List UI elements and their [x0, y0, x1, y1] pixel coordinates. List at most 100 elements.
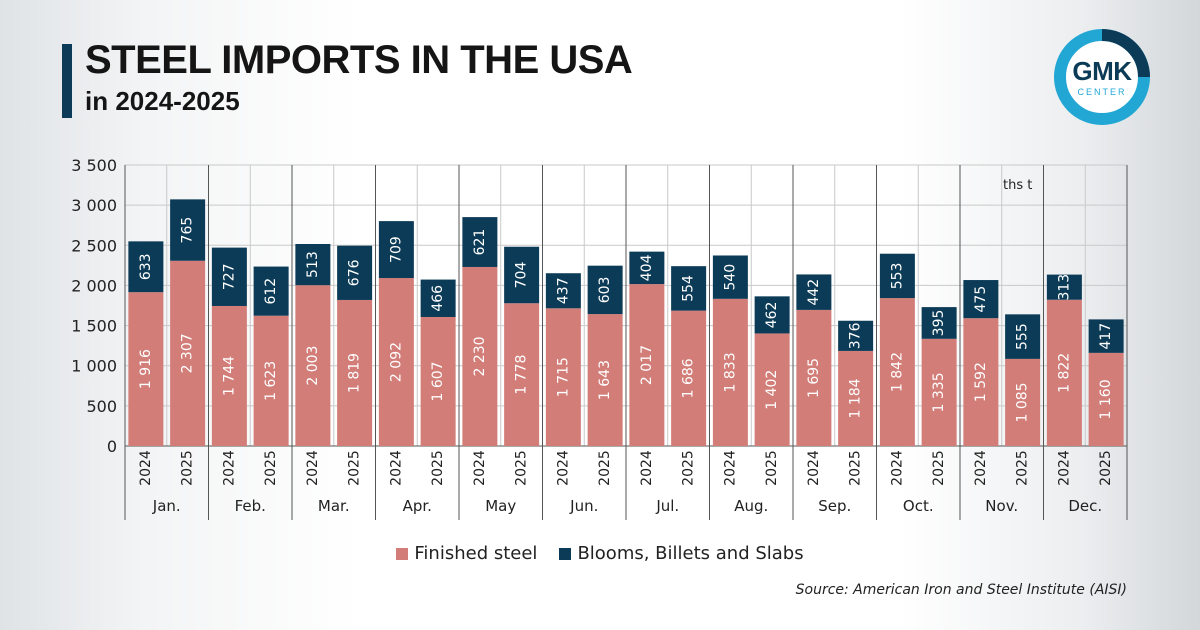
data-label-blooms: 437: [555, 277, 571, 304]
data-label-finished: 2 230: [472, 336, 488, 376]
x-tick-label-year: 2025: [764, 450, 780, 486]
bar-finished-steel: [671, 310, 707, 446]
x-group-label-month: Jul.: [655, 497, 679, 515]
x-tick-label-year: 2024: [388, 450, 404, 486]
data-label-finished: 1 686: [681, 358, 697, 398]
x-tick-label-year: 2024: [555, 450, 571, 486]
legend-item-finished: Finished steel: [396, 543, 537, 564]
bar-blooms-billets-slabs: [963, 280, 999, 319]
bar-blooms-billets-slabs: [1046, 274, 1082, 300]
bar-finished-steel: [504, 303, 540, 446]
bar-blooms-billets-slabs: [211, 247, 247, 306]
bar-finished-steel: [587, 314, 623, 446]
x-tick-label-year: 2025: [263, 450, 279, 486]
data-label-blooms: 554: [681, 275, 697, 302]
x-tick-label-year: 2024: [722, 450, 738, 486]
x-tick-label-year: 2024: [138, 450, 154, 486]
x-tick-label-year: 2024: [1056, 450, 1072, 486]
data-label-finished: 1 402: [764, 370, 780, 410]
data-label-finished: 1 623: [263, 361, 279, 401]
bar-finished-steel: [170, 260, 206, 446]
data-label-finished: 1 184: [848, 378, 864, 418]
title-accent-bar: [62, 44, 72, 118]
bar-blooms-billets-slabs: [671, 266, 707, 311]
data-label-finished: 1 833: [722, 352, 738, 392]
x-group-label-month: Mar.: [318, 497, 350, 515]
data-label-finished: 2 307: [180, 333, 196, 373]
source-note: Source: American Iron and Steel Institut…: [795, 582, 1127, 598]
data-label-finished: 1 695: [806, 358, 822, 398]
data-label-blooms: 475: [973, 286, 989, 313]
data-label-finished: 1 822: [1056, 353, 1072, 393]
bar-finished-steel: [462, 266, 498, 446]
bar-blooms-billets-slabs: [754, 296, 790, 334]
data-label-finished: 1 643: [597, 360, 613, 400]
x-group-label-month: Feb.: [235, 497, 266, 515]
chart-legend: Finished steel Blooms, Billets and Slabs: [0, 543, 1200, 564]
logo-subtext: CENTER: [1077, 87, 1127, 97]
y-tick-label: 3 000: [71, 196, 117, 215]
data-label-blooms: 603: [597, 277, 613, 304]
x-tick-label-year: 2024: [472, 450, 488, 486]
bar-blooms-billets-slabs: [295, 244, 331, 286]
bar-finished-steel: [211, 305, 247, 446]
bar-blooms-billets-slabs: [629, 251, 665, 285]
data-label-finished: 1 335: [931, 372, 947, 412]
data-label-blooms: 442: [806, 279, 822, 306]
bar-finished-steel: [921, 338, 957, 446]
data-label-blooms: 727: [221, 263, 237, 290]
x-tick-label-year: 2025: [931, 450, 947, 486]
data-label-blooms: 676: [347, 259, 363, 286]
bar-blooms-billets-slabs: [1005, 314, 1041, 359]
bar-finished-steel: [253, 315, 289, 446]
y-tick-label: 2 500: [71, 236, 117, 255]
bar-finished-steel: [754, 333, 790, 446]
bar-finished-steel: [838, 350, 874, 446]
bar-finished-steel: [963, 318, 999, 446]
logo-ring-icon: [1054, 29, 1150, 125]
legend-item-blooms: Blooms, Billets and Slabs: [559, 543, 804, 564]
x-tick-label-year: 2024: [639, 450, 655, 486]
x-tick-label-year: 2024: [889, 450, 905, 486]
x-tick-label-year: 2024: [221, 450, 237, 486]
bar-blooms-billets-slabs: [1088, 319, 1124, 353]
data-label-blooms: 709: [388, 236, 404, 263]
bar-blooms-billets-slabs: [253, 266, 289, 316]
data-label-blooms: 553: [889, 263, 905, 290]
logo-text: GMK: [1072, 56, 1132, 86]
x-tick-label-year: 2025: [1015, 450, 1031, 486]
bar-finished-steel: [545, 308, 581, 446]
x-tick-label-year: 2024: [973, 450, 989, 486]
x-tick-label-year: 2025: [347, 450, 363, 486]
unit-label: ths t: [1003, 178, 1033, 193]
data-label-finished: 1 607: [430, 361, 446, 401]
x-tick-label-year: 2025: [430, 450, 446, 486]
legend-swatch-blooms: [559, 547, 572, 560]
x-tick-label-year: 2025: [1098, 450, 1114, 486]
data-label-finished: 1 715: [555, 357, 571, 397]
data-label-finished: 1 842: [889, 352, 905, 392]
bar-finished-steel: [295, 285, 331, 446]
x-tick-label-year: 2025: [681, 450, 697, 486]
bar-blooms-billets-slabs: [462, 217, 498, 267]
data-label-blooms: 466: [430, 285, 446, 312]
data-label-finished: 2 017: [639, 345, 655, 385]
x-group-label-month: Apr.: [403, 497, 432, 515]
legend-label-finished: Finished steel: [414, 543, 538, 564]
data-label-blooms: 555: [1015, 323, 1031, 350]
y-tick-label: 500: [86, 397, 117, 416]
data-label-blooms: 462: [764, 302, 780, 329]
bar-blooms-billets-slabs: [337, 245, 373, 300]
data-label-finished: 1 085: [1015, 382, 1031, 422]
x-group-label-month: Aug.: [734, 497, 768, 515]
x-tick-label-year: 2024: [806, 450, 822, 486]
data-label-blooms: 621: [472, 229, 488, 256]
x-group-label-month: Nov.: [985, 497, 1018, 515]
x-tick-label-year: 2025: [180, 450, 196, 486]
bar-blooms-billets-slabs: [796, 274, 832, 310]
data-label-finished: 1 160: [1098, 379, 1114, 419]
bar-finished-steel: [1088, 352, 1124, 446]
y-tick-label: 0: [107, 437, 117, 456]
data-label-finished: 2 003: [305, 346, 321, 386]
